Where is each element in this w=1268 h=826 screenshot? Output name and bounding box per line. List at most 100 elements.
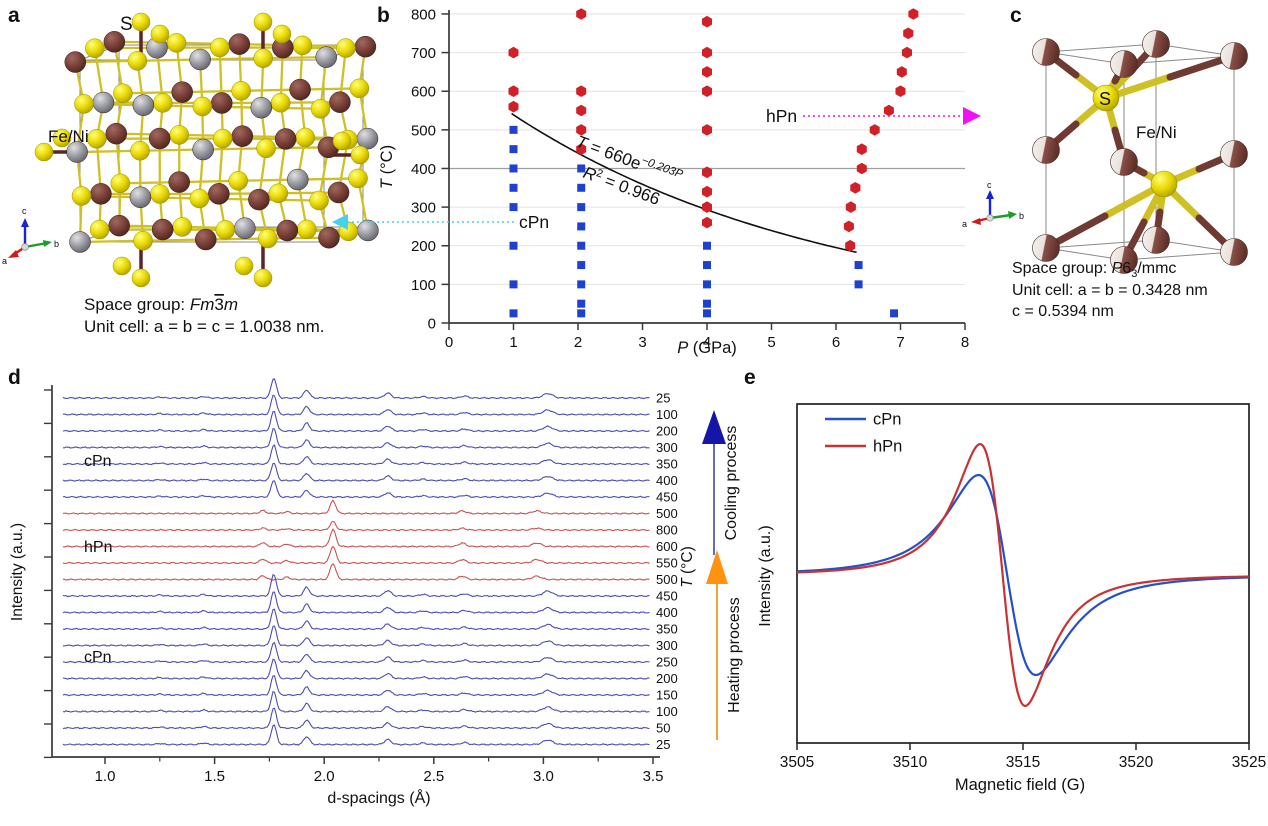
a-axis-label: a	[2, 256, 7, 266]
trace-temp-label: 100	[656, 704, 678, 719]
metal-atom	[318, 227, 339, 248]
fit-curve	[512, 114, 857, 253]
b-axis-arrow-c	[1008, 211, 1017, 219]
unit-cell-caption-c2: c = 0.5394 nm	[1012, 303, 1114, 320]
hpn-hexagon-marker	[702, 85, 712, 97]
y-tick-label: 600	[411, 84, 436, 101]
metal-atom	[275, 128, 296, 149]
cpn-square-marker	[855, 261, 863, 269]
hpn-hexagon-marker	[576, 85, 586, 97]
d-x-tick-label: 3.0	[533, 768, 554, 785]
cpn-square-marker	[577, 280, 585, 288]
sulfur-atom	[351, 146, 369, 164]
c-axis-arrow-c	[986, 190, 994, 199]
sulfur-atom	[210, 38, 229, 57]
metal-atom	[1111, 149, 1138, 176]
sulfur-atom	[90, 220, 109, 239]
cpn-group-label-bottom: cPn	[84, 649, 112, 666]
d-temp-axis-title: T (°C)	[679, 546, 696, 588]
e-x-tick-label: 3520	[1119, 754, 1154, 771]
a-axis-label-c: a	[962, 219, 967, 229]
trace-temp-label: 400	[656, 473, 678, 488]
epr-curve-cPn	[797, 475, 1249, 675]
metal-atom	[1033, 137, 1060, 164]
heating-arrowhead-icon	[706, 550, 728, 584]
y-tick-label: 800	[411, 6, 436, 23]
sulfur-atom	[257, 139, 276, 158]
sulfur-atom	[113, 84, 132, 103]
xrd-trace-450	[63, 575, 650, 597]
y-tick-label: 100	[411, 277, 436, 294]
trace-temp-label: 450	[656, 490, 678, 505]
hpn-hexagon-marker	[844, 221, 854, 233]
trace-temp-label: 300	[656, 440, 678, 455]
sulfur-atom	[235, 257, 253, 275]
x-tick-label: 1	[509, 334, 517, 351]
cpn-square-marker	[510, 203, 518, 211]
c-axis-arrow	[21, 218, 29, 227]
x-tick-label: 3	[638, 334, 646, 351]
sulfur-atom	[193, 97, 212, 116]
b-axis-label-c: b	[1019, 211, 1024, 221]
cpn-square-marker	[510, 309, 518, 317]
y-tick-label: 700	[411, 45, 436, 62]
e-x-tick-label: 3515	[1006, 754, 1040, 771]
trace-temp-label: 200	[656, 671, 678, 686]
metal-atom	[248, 189, 269, 210]
e-x-tick-label: 3510	[893, 754, 928, 771]
legend-label-hPn: hPn	[873, 438, 902, 456]
hpn-hexagon-marker	[902, 47, 912, 59]
hpn-hexagon-marker	[576, 105, 586, 117]
metal-atom	[133, 95, 154, 116]
unit-cell-edge	[1124, 252, 1234, 260]
xrd-trace-600	[63, 529, 650, 547]
cpn-square-marker	[577, 203, 585, 211]
cpn-square-marker	[890, 309, 898, 317]
panel-c: c S Fe/Ni c b a Space group: P63/mmc Uni…	[962, 4, 1248, 320]
y-tick-label: 500	[411, 122, 436, 139]
hpn-hexagon-marker	[509, 85, 519, 97]
xrd-trace-25	[63, 379, 650, 399]
space-group-caption-c: Space group: P63/mmc	[1012, 260, 1176, 280]
sulfur-atom	[216, 220, 235, 239]
metal-atom	[290, 79, 311, 100]
hexagonal-structure-drawing	[1033, 31, 1248, 274]
sulfur-atom	[350, 79, 369, 98]
x-tick-label: 8	[961, 334, 969, 351]
cpn-square-marker	[703, 309, 711, 317]
metal-atom	[169, 172, 190, 193]
xrd-trace-500	[63, 564, 650, 580]
hpn-hexagon-marker	[850, 182, 860, 194]
metal-atom	[195, 229, 216, 250]
hpn-hexagon-marker	[702, 16, 712, 28]
metal-atom	[1221, 141, 1248, 168]
metal-atom	[1033, 235, 1060, 262]
cpn-group-label-top: cPn	[84, 453, 112, 470]
sulfur-atom	[296, 128, 315, 147]
trace-temp-label: 100	[656, 407, 678, 422]
metal-atom	[229, 34, 250, 55]
metal-atom	[234, 218, 255, 239]
metal-atom	[109, 215, 130, 236]
sulfur-atom	[297, 220, 316, 239]
hpn-hexagon-marker	[509, 47, 519, 59]
trace-temp-label: 50	[656, 721, 670, 736]
b-x-axis-title: P (GPa)	[677, 339, 737, 357]
y-tick-label: 400	[411, 161, 436, 178]
e-y-axis-title: Intensity (a.u.)	[757, 525, 774, 626]
metal-atom	[130, 187, 151, 208]
d-x-tick-label: 2.5	[423, 768, 444, 785]
xrd-trace-800	[63, 521, 650, 530]
cpn-square-marker	[510, 164, 518, 172]
d-x-tick-label: 2.0	[314, 768, 335, 785]
sulfur-atom	[131, 141, 150, 160]
metal-atom	[211, 92, 232, 113]
sulfur-atom	[271, 93, 290, 112]
metal-atom	[152, 219, 173, 240]
hpn-hexagon-marker	[884, 105, 894, 117]
